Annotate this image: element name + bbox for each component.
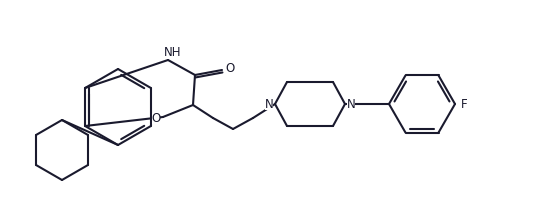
Text: O: O [226,63,234,75]
Text: O: O [152,112,161,124]
Text: F: F [461,97,467,111]
Text: N: N [265,97,273,111]
Bar [152,112,160,123]
Bar [265,98,273,109]
Bar [226,63,234,75]
Text: N: N [346,97,355,111]
Bar [347,98,355,109]
Bar [166,48,180,58]
Text: NH: NH [164,46,182,60]
Bar [460,98,468,109]
